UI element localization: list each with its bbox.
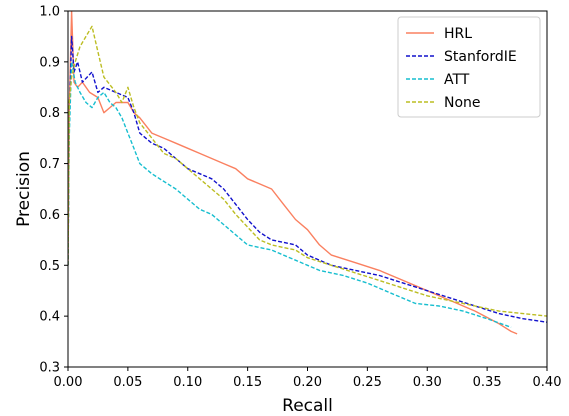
legend-label-none: None bbox=[444, 95, 481, 111]
x-tick-label: 0.35 bbox=[473, 375, 502, 390]
y-tick-label: 0.4 bbox=[39, 310, 60, 325]
series-line-att bbox=[68, 61, 512, 328]
x-tick-label: 0.05 bbox=[113, 375, 142, 390]
series-lines bbox=[68, 11, 547, 335]
x-tick-label: 0.20 bbox=[293, 375, 322, 390]
y-tick-label: 0.9 bbox=[39, 55, 60, 70]
legend-label-hrl: HRL bbox=[444, 26, 472, 42]
series-line-stanfordie bbox=[68, 35, 547, 323]
legend-box bbox=[397, 16, 541, 118]
series-line-none bbox=[68, 25, 547, 317]
x-tick-label: 0.10 bbox=[173, 375, 202, 390]
y-tick-label: 0.3 bbox=[39, 361, 60, 376]
x-axis-label: Recall bbox=[282, 396, 333, 416]
y-tick-label: 1.0 bbox=[39, 5, 60, 20]
y-tick-label: 0.8 bbox=[39, 106, 60, 121]
x-axis-ticks: 0.00 0.05 0.10 0.15 0.20 0.25 0.30 0.35 0.40 bbox=[54, 367, 562, 390]
series-line-hrl bbox=[68, 11, 518, 335]
legend-label-att: ATT bbox=[444, 72, 470, 88]
x-tick-label: 0.40 bbox=[533, 375, 562, 390]
y-tick-label: 0.7 bbox=[39, 157, 60, 172]
y-axis-label: Precision bbox=[14, 151, 34, 227]
x-tick-label: 0.25 bbox=[353, 375, 382, 390]
x-tick-label: 0.30 bbox=[413, 375, 442, 390]
y-tick-label: 0.5 bbox=[39, 259, 60, 274]
x-tick-label: 0.15 bbox=[233, 375, 262, 390]
y-tick-label: 0.6 bbox=[39, 208, 60, 223]
legend-label-stanfordie: StanfordIE bbox=[444, 49, 517, 65]
x-tick-label: 0.00 bbox=[54, 375, 83, 390]
legend: HRL StanfordIE ATT None bbox=[397, 16, 541, 118]
y-axis-ticks: 0.3 0.4 0.5 0.6 0.7 0.8 0.9 1.0 bbox=[39, 5, 68, 376]
